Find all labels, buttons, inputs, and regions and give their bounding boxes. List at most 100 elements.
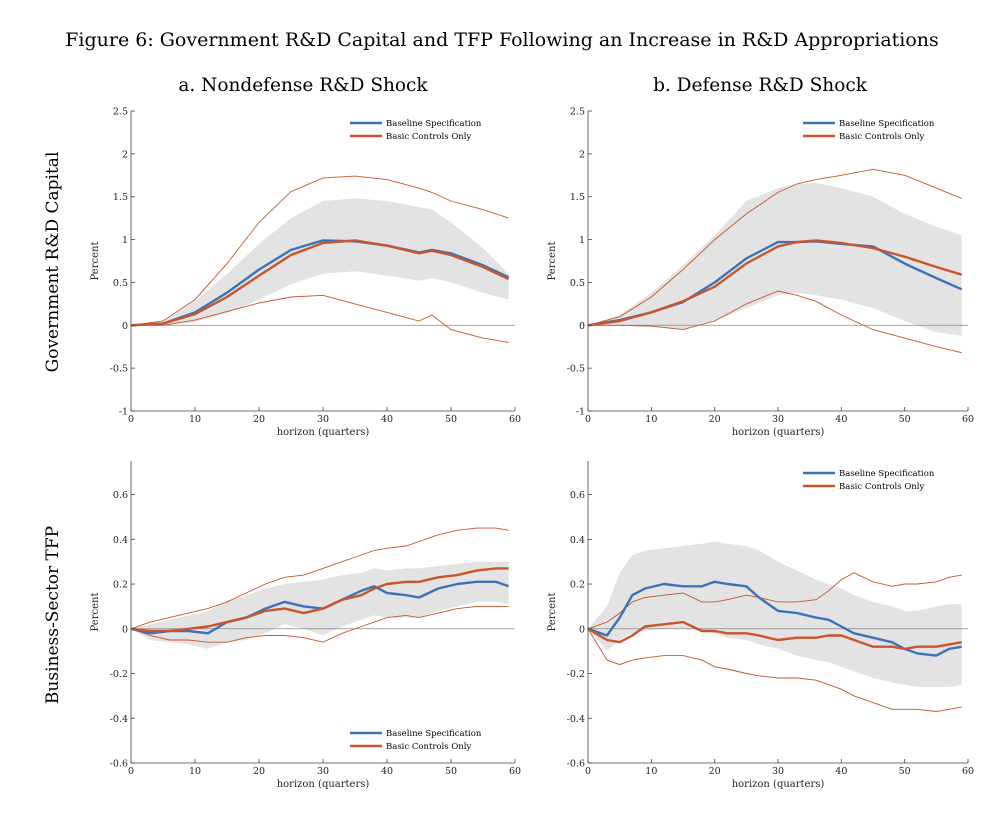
series-basic-controls-only bbox=[587, 239, 963, 327]
x-axis-label: horizon (quarters) bbox=[277, 779, 370, 790]
x-tick-label: 40 bbox=[381, 414, 393, 425]
x-tick-label: 40 bbox=[835, 766, 847, 777]
x-axis-label: horizon (quarters) bbox=[732, 427, 825, 438]
column-title-nondefense: a. Nondefense R&D Shock bbox=[178, 75, 428, 96]
confidence-band bbox=[588, 183, 962, 336]
series-basic-controls-only bbox=[587, 620, 962, 651]
y-tick-label: -0.5 bbox=[567, 364, 585, 375]
x-tick-label: 30 bbox=[317, 766, 329, 777]
panel-tfp-nondefense: 0 10 20 30 40 50 60 -0.6 -0.4 -0.2 0 0.2 0.4 0.6 horiz… bbox=[90, 461, 521, 790]
y-tick-label: 2 bbox=[122, 149, 128, 160]
y-tick-label: 0 bbox=[122, 321, 128, 332]
x-tick-label: 40 bbox=[835, 414, 847, 425]
x-tick-label: 20 bbox=[253, 414, 265, 425]
y-tick-label: 2 bbox=[579, 149, 585, 160]
x-tick-label: 20 bbox=[253, 766, 265, 777]
y-axis-label: Percent bbox=[90, 242, 101, 281]
y-axis-label: Percent bbox=[547, 242, 558, 281]
x-tick-label: 30 bbox=[772, 766, 784, 777]
y-tick-label: 2.5 bbox=[570, 107, 585, 118]
panel-gov-nondefense: 0 10 20 30 40 50 60 -1 -0.5 0 0.5 1 1.5 2 2.5 horizon (… bbox=[90, 107, 521, 439]
x-tick-label: 50 bbox=[445, 414, 457, 425]
y-tick-label: 2.5 bbox=[113, 107, 128, 118]
confidence-band bbox=[131, 561, 509, 649]
confidence-band bbox=[588, 541, 962, 687]
y-tick-label: 0.2 bbox=[113, 580, 128, 591]
confidence-band bbox=[131, 198, 509, 326]
x-tick-label: 60 bbox=[509, 766, 521, 777]
x-tick-label: 0 bbox=[585, 766, 591, 777]
legend-label-basic: Basic Controls Only bbox=[386, 132, 471, 142]
x-tick-label: 0 bbox=[585, 414, 591, 425]
lower-bound-line bbox=[131, 294, 509, 343]
x-tick-label: 30 bbox=[772, 414, 784, 425]
y-tick-label: 0 bbox=[579, 321, 585, 332]
figure-title: Figure 6: Government R&D Capital and TFP… bbox=[65, 29, 939, 51]
y-tick-label: 1.5 bbox=[113, 192, 128, 203]
row-label-government-rd-capital: Government R&D Capital bbox=[43, 152, 63, 373]
x-tick-label: 50 bbox=[445, 766, 457, 777]
y-axis-label: Percent bbox=[547, 593, 558, 632]
x-tick-label: 20 bbox=[709, 766, 721, 777]
legend-label-baseline: Baseline Specification bbox=[839, 469, 935, 479]
y-tick-label: 1 bbox=[122, 235, 128, 246]
upper-bound-line bbox=[130, 527, 509, 630]
y-tick-label: 0.2 bbox=[570, 580, 585, 591]
column-title-defense: b. Defense R&D Shock bbox=[653, 75, 868, 96]
x-tick-label: 40 bbox=[381, 766, 393, 777]
y-tick-label: -0.4 bbox=[110, 714, 128, 725]
legend-label-basic: Basic Controls Only bbox=[839, 482, 924, 492]
y-tick-label: -1 bbox=[576, 407, 585, 418]
y-tick-label: 0 bbox=[122, 624, 128, 635]
x-tick-label: 10 bbox=[189, 766, 201, 777]
x-tick-label: 60 bbox=[962, 766, 974, 777]
legend-label-basic: Basic Controls Only bbox=[839, 132, 924, 142]
y-tick-label: 1 bbox=[579, 235, 585, 246]
x-tick-label: 50 bbox=[899, 766, 911, 777]
y-tick-label: 1.5 bbox=[570, 192, 585, 203]
panel-gov-defense: 0 10 20 30 40 50 60 -1 -0.5 0 0.5 1 1.5 2 2.5 horizon (… bbox=[547, 107, 974, 439]
y-tick-label: -1 bbox=[119, 407, 128, 418]
legend-label-baseline: Baseline Specification bbox=[386, 119, 482, 129]
x-tick-label: 60 bbox=[962, 414, 974, 425]
x-tick-label: 20 bbox=[709, 414, 721, 425]
row-label-business-sector-tfp: Business-Sector TFP bbox=[43, 526, 63, 704]
y-tick-label: -0.2 bbox=[110, 669, 128, 680]
x-tick-label: 0 bbox=[128, 414, 134, 425]
y-tick-label: 0.5 bbox=[113, 278, 128, 289]
y-axis-label: Percent bbox=[90, 593, 101, 632]
x-tick-label: 30 bbox=[317, 414, 329, 425]
y-tick-label: -0.6 bbox=[110, 759, 128, 770]
x-axis-label: horizon (quarters) bbox=[732, 779, 825, 790]
y-tick-label: -0.6 bbox=[567, 759, 585, 770]
y-tick-label: 0.6 bbox=[113, 490, 128, 501]
y-tick-label: 0 bbox=[579, 624, 585, 635]
panel-tfp-defense: 0 10 20 30 40 50 60 -0.6 -0.4 -0.2 0 0.2 0.4 0.6 horiz… bbox=[547, 461, 974, 790]
legend-label-baseline: Baseline Specification bbox=[386, 729, 482, 739]
upper-bound-line bbox=[587, 168, 962, 326]
lower-bound-line bbox=[588, 290, 962, 354]
upper-bound-line bbox=[130, 175, 509, 326]
x-tick-label: 60 bbox=[509, 414, 521, 425]
y-tick-label: 0.6 bbox=[570, 490, 585, 501]
series-basic-controls-only bbox=[130, 567, 509, 633]
x-tick-label: 10 bbox=[189, 414, 201, 425]
upper-bound-line bbox=[587, 572, 962, 630]
lower-bound-line bbox=[587, 628, 962, 712]
series-basic-controls-only bbox=[130, 239, 510, 327]
legend-label-basic: Basic Controls Only bbox=[386, 742, 471, 752]
x-axis-label: horizon (quarters) bbox=[277, 427, 370, 438]
y-tick-label: 0.5 bbox=[570, 278, 585, 289]
x-tick-label: 10 bbox=[645, 414, 657, 425]
x-tick-label: 50 bbox=[899, 414, 911, 425]
y-tick-label: 0.4 bbox=[570, 535, 585, 546]
legend-label-baseline: Baseline Specification bbox=[839, 119, 935, 129]
y-tick-label: -0.2 bbox=[567, 669, 585, 680]
y-tick-label: -0.5 bbox=[110, 364, 128, 375]
x-tick-label: 10 bbox=[645, 766, 657, 777]
lower-bound-line bbox=[130, 605, 509, 643]
y-tick-label: -0.4 bbox=[567, 714, 585, 725]
x-tick-label: 0 bbox=[128, 766, 134, 777]
y-tick-label: 0.4 bbox=[113, 535, 128, 546]
